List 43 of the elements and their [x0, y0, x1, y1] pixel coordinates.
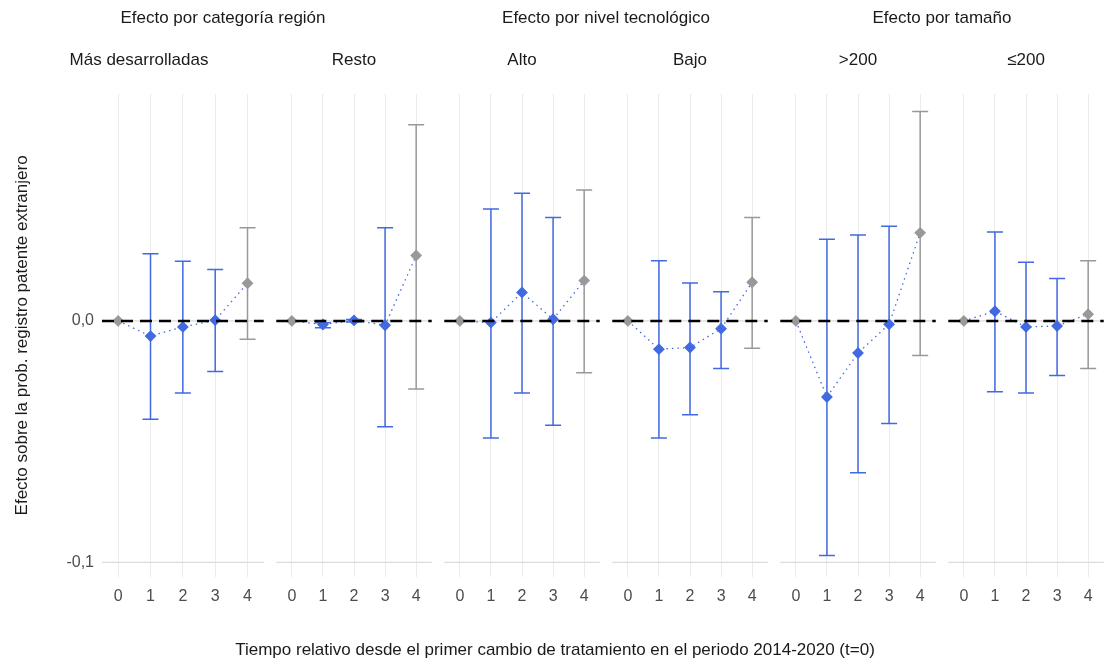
- chart-subtitle: >200: [837, 50, 879, 71]
- x-tick-label: 1: [146, 586, 156, 604]
- x-tick-label: 4: [747, 586, 757, 604]
- x-tick-label: 1: [990, 586, 1000, 604]
- x-tick-label: 4: [411, 586, 421, 604]
- x-tick-label: 3: [210, 586, 220, 604]
- chart-subtitle: Más desarrolladas: [68, 50, 210, 71]
- x-tick-label: 0: [455, 586, 465, 604]
- x-tick-label: 2: [1021, 586, 1031, 604]
- x-tick-label: 1: [318, 586, 328, 604]
- chart-subtitle: Bajo: [672, 50, 708, 71]
- x-tick-label: 2: [853, 586, 863, 604]
- x-axis-title: Tiempo relativo desde el primer cambio de tratamiento en el periodo 2014-2020 (t=0): [234, 640, 876, 660]
- x-tick-label: 3: [548, 586, 558, 604]
- x-tick-label: 0: [623, 586, 633, 604]
- x-tick-label: 3: [1052, 586, 1062, 604]
- x-tick-label: 4: [579, 586, 589, 604]
- chart-title: Efecto por nivel tecnológico: [501, 8, 711, 29]
- x-tick-label: 2: [178, 586, 188, 604]
- x-tick-label: 0: [959, 586, 969, 604]
- x-tick-label: 2: [349, 586, 359, 604]
- y-tick-label: 0,0: [71, 311, 95, 329]
- x-tick-label: 3: [380, 586, 390, 604]
- chart-title: Efecto por categoría región: [119, 8, 327, 29]
- y-axis-title: Efecto sobre la prob. registro patente extranjero: [11, 155, 31, 516]
- x-tick-label: 4: [1083, 586, 1093, 604]
- x-tick-label: 3: [716, 586, 726, 604]
- x-tick-label: 1: [822, 586, 832, 604]
- x-tick-label: 3: [884, 586, 894, 604]
- x-tick-label: 0: [791, 586, 801, 604]
- x-tick-label: 2: [685, 586, 695, 604]
- x-tick-label: 4: [915, 586, 925, 604]
- x-tick-label: 1: [654, 586, 664, 604]
- chart-subtitle: ≤200: [1006, 50, 1046, 71]
- x-tick-label: 4: [243, 586, 253, 604]
- x-tick-label: 2: [517, 586, 527, 604]
- chart-subtitle: Resto: [330, 50, 378, 71]
- x-tick-label: 0: [287, 586, 297, 604]
- x-tick-label: 1: [486, 586, 496, 604]
- x-tick-label: 0: [113, 586, 123, 604]
- chart-subtitle: Alto: [506, 50, 538, 71]
- y-tick-label: -0,1: [66, 552, 95, 570]
- chart-title: Efecto por tamaño: [871, 8, 1013, 29]
